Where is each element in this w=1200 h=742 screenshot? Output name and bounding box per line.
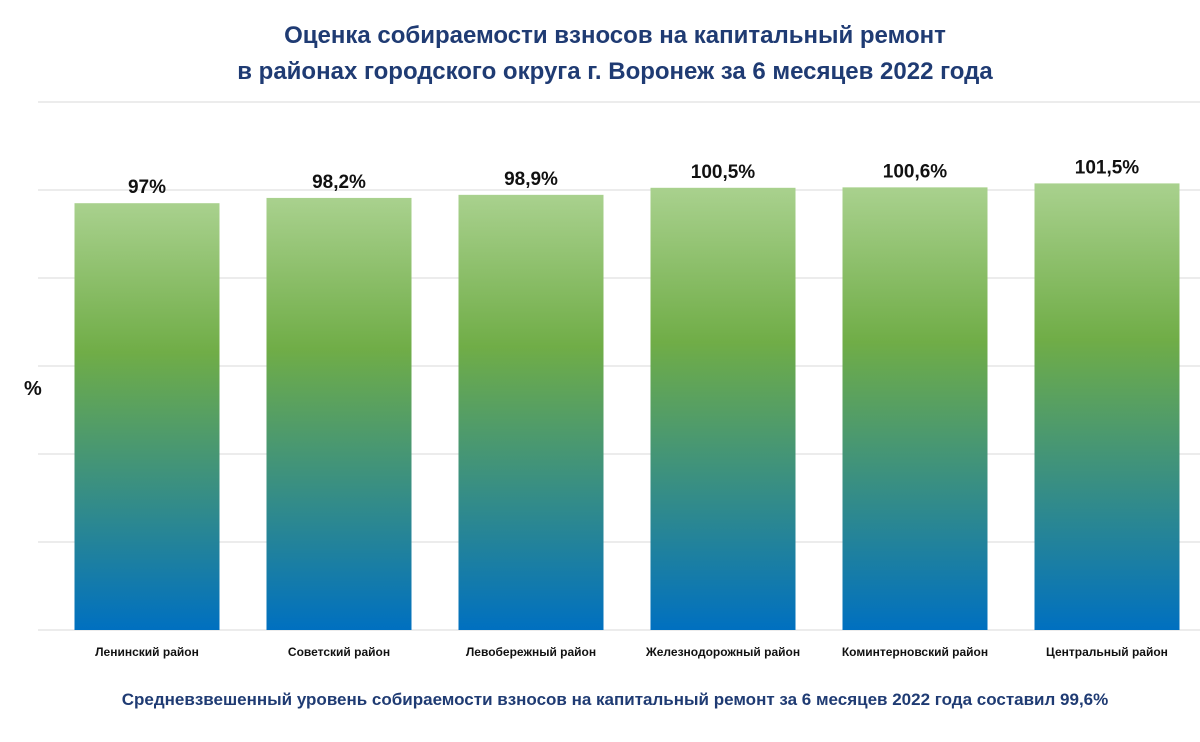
x-tick-label: Левобережный район <box>466 645 596 659</box>
chart-title-line-2: в районах городского округа г. Воронеж з… <box>237 58 993 85</box>
gridlines <box>38 101 1200 631</box>
x-tick-label: Коминтерновский район <box>842 645 988 659</box>
bar <box>1034 183 1180 630</box>
data-labels: 97% 98,2% 98,9% 100,5% 100,6% 101,5% <box>128 157 1139 198</box>
x-tick-label: Ленинский район <box>95 645 199 659</box>
footer-note: Средневзвешенный уровень собираемости вз… <box>121 690 1109 709</box>
chart-title-line-1: Оценка собираемости взносов на капитальн… <box>284 22 946 49</box>
bar <box>650 187 796 631</box>
bar <box>266 197 412 631</box>
bars <box>74 183 1180 631</box>
data-label: 98,2% <box>312 172 366 193</box>
data-label: 100,6% <box>883 161 948 182</box>
x-tick-label: Железнодорожный район <box>645 645 800 659</box>
bar <box>842 187 988 631</box>
x-tick-label: Центральный район <box>1046 645 1168 659</box>
data-label: 97% <box>128 177 166 198</box>
bar <box>74 203 220 630</box>
data-label: 100,5% <box>691 162 756 183</box>
y-axis-label: % <box>24 378 42 400</box>
x-tick-labels: Ленинский район Советский район Левобережн… <box>95 645 1168 659</box>
data-label: 98,9% <box>504 169 558 190</box>
x-tick-label: Советский район <box>288 645 390 659</box>
data-label: 101,5% <box>1075 157 1140 178</box>
bar <box>458 194 604 630</box>
chart-title: Оценка собираемости взносов на капитальн… <box>0 18 1200 90</box>
